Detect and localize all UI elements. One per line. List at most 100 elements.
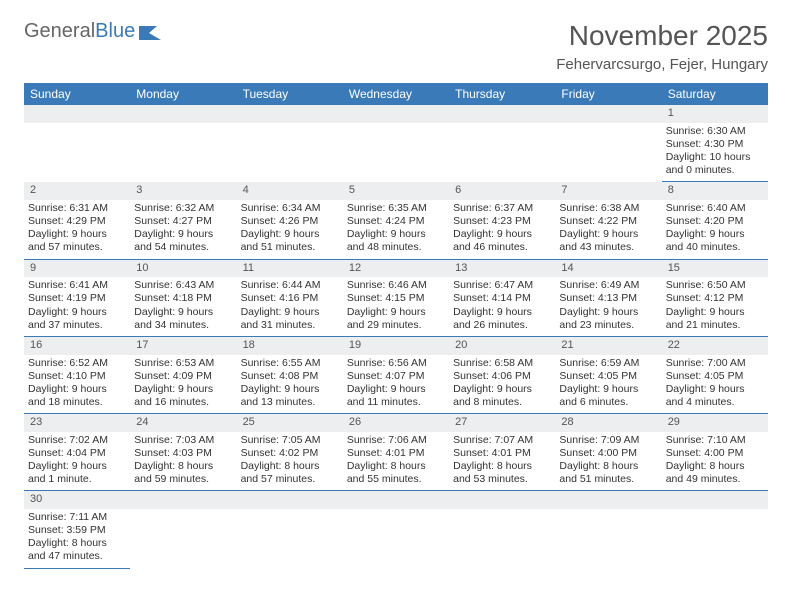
daylight-text: Daylight: 9 hours and 23 minutes. [559,306,657,332]
sunset-text: Sunset: 4:08 PM [241,370,339,383]
day-number-cell: 15 [662,259,768,277]
weekday-header: Saturday [662,83,768,105]
day-number-cell: 9 [24,259,130,277]
daylight-text: Daylight: 9 hours and 54 minutes. [134,228,232,254]
sunrise-text: Sunrise: 6:35 AM [347,202,445,215]
day-info-row: Sunrise: 7:02 AMSunset: 4:04 PMDaylight:… [24,432,768,491]
weekday-header: Friday [555,83,661,105]
sunset-text: Sunset: 3:59 PM [28,524,126,537]
daylight-text: Daylight: 9 hours and 34 minutes. [134,306,232,332]
sunrise-text: Sunrise: 7:05 AM [241,434,339,447]
day-info-cell: Sunrise: 6:52 AMSunset: 4:10 PMDaylight:… [24,355,130,414]
day-info-cell [130,509,236,568]
day-number-cell: 13 [449,259,555,277]
sunrise-text: Sunrise: 6:53 AM [134,357,232,370]
weekday-header: Tuesday [237,83,343,105]
daylight-text: Daylight: 9 hours and 6 minutes. [559,383,657,409]
sunset-text: Sunset: 4:19 PM [28,292,126,305]
day-info-cell: Sunrise: 7:06 AMSunset: 4:01 PMDaylight:… [343,432,449,491]
day-number-cell: 14 [555,259,661,277]
day-info-cell: Sunrise: 7:10 AMSunset: 4:00 PMDaylight:… [662,432,768,491]
logo-text-1: General [24,20,95,43]
sunrise-text: Sunrise: 6:32 AM [134,202,232,215]
daylight-text: Daylight: 8 hours and 59 minutes. [134,460,232,486]
day-info-cell: Sunrise: 6:43 AMSunset: 4:18 PMDaylight:… [130,277,236,336]
sunset-text: Sunset: 4:16 PM [241,292,339,305]
daylight-text: Daylight: 9 hours and 51 minutes. [241,228,339,254]
day-number-cell: 8 [662,182,768,200]
sunset-text: Sunset: 4:09 PM [134,370,232,383]
day-number-row: 30 [24,491,768,509]
sunset-text: Sunset: 4:30 PM [666,138,764,151]
day-info-cell [237,509,343,568]
sunrise-text: Sunrise: 6:55 AM [241,357,339,370]
day-number-cell [343,105,449,123]
day-info-row: Sunrise: 6:31 AMSunset: 4:29 PMDaylight:… [24,200,768,259]
sunrise-text: Sunrise: 6:47 AM [453,279,551,292]
day-info-cell: Sunrise: 6:47 AMSunset: 4:14 PMDaylight:… [449,277,555,336]
day-number-cell: 28 [555,414,661,432]
day-number-cell: 3 [130,182,236,200]
sunset-text: Sunset: 4:23 PM [453,215,551,228]
day-number-cell: 17 [130,336,236,354]
day-number-cell [237,105,343,123]
day-info-cell [343,509,449,568]
day-number-cell [662,491,768,509]
day-number-cell: 18 [237,336,343,354]
sunrise-text: Sunrise: 6:34 AM [241,202,339,215]
daylight-text: Daylight: 9 hours and 29 minutes. [347,306,445,332]
day-number-cell: 2 [24,182,130,200]
sunrise-text: Sunrise: 7:10 AM [666,434,764,447]
day-info-cell [130,123,236,182]
day-number-cell [449,491,555,509]
day-number-cell: 21 [555,336,661,354]
day-number-cell [449,105,555,123]
weekday-header: Monday [130,83,236,105]
daylight-text: Daylight: 9 hours and 8 minutes. [453,383,551,409]
sunrise-text: Sunrise: 6:52 AM [28,357,126,370]
daylight-text: Daylight: 10 hours and 0 minutes. [666,151,764,177]
day-info-cell: Sunrise: 7:00 AMSunset: 4:05 PMDaylight:… [662,355,768,414]
sunrise-text: Sunrise: 7:07 AM [453,434,551,447]
day-number-cell [343,491,449,509]
sunset-text: Sunset: 4:01 PM [347,447,445,460]
sunrise-text: Sunrise: 6:44 AM [241,279,339,292]
daylight-text: Daylight: 9 hours and 48 minutes. [347,228,445,254]
page-title: November 2025 [556,20,768,52]
day-number-cell: 6 [449,182,555,200]
daylight-text: Daylight: 9 hours and 1 minute. [28,460,126,486]
sunrise-text: Sunrise: 6:38 AM [559,202,657,215]
day-number-cell [130,491,236,509]
day-number-row: 16171819202122 [24,336,768,354]
day-info-cell [449,509,555,568]
logo-text-2: Blue [95,20,135,43]
day-number-cell: 10 [130,259,236,277]
daylight-text: Daylight: 8 hours and 47 minutes. [28,537,126,563]
day-info-cell: Sunrise: 6:32 AMSunset: 4:27 PMDaylight:… [130,200,236,259]
daylight-text: Daylight: 9 hours and 16 minutes. [134,383,232,409]
day-info-cell [449,123,555,182]
day-info-cell: Sunrise: 6:44 AMSunset: 4:16 PMDaylight:… [237,277,343,336]
day-number-row: 2345678 [24,182,768,200]
weekday-header-row: Sunday Monday Tuesday Wednesday Thursday… [24,83,768,105]
day-number-cell: 19 [343,336,449,354]
logo: GeneralBlue [24,20,161,43]
sunset-text: Sunset: 4:05 PM [666,370,764,383]
day-info-cell: Sunrise: 6:40 AMSunset: 4:20 PMDaylight:… [662,200,768,259]
day-info-cell [237,123,343,182]
day-info-cell: Sunrise: 7:02 AMSunset: 4:04 PMDaylight:… [24,432,130,491]
sunrise-text: Sunrise: 7:02 AM [28,434,126,447]
day-info-cell [343,123,449,182]
daylight-text: Daylight: 8 hours and 51 minutes. [559,460,657,486]
sunrise-text: Sunrise: 7:06 AM [347,434,445,447]
sunset-text: Sunset: 4:06 PM [453,370,551,383]
day-number-cell: 5 [343,182,449,200]
daylight-text: Daylight: 9 hours and 31 minutes. [241,306,339,332]
day-number-cell: 1 [662,105,768,123]
day-info-cell: Sunrise: 6:46 AMSunset: 4:15 PMDaylight:… [343,277,449,336]
sunrise-text: Sunrise: 6:49 AM [559,279,657,292]
daylight-text: Daylight: 9 hours and 21 minutes. [666,306,764,332]
day-info-row: Sunrise: 6:41 AMSunset: 4:19 PMDaylight:… [24,277,768,336]
sunrise-text: Sunrise: 6:37 AM [453,202,551,215]
sunrise-text: Sunrise: 7:03 AM [134,434,232,447]
